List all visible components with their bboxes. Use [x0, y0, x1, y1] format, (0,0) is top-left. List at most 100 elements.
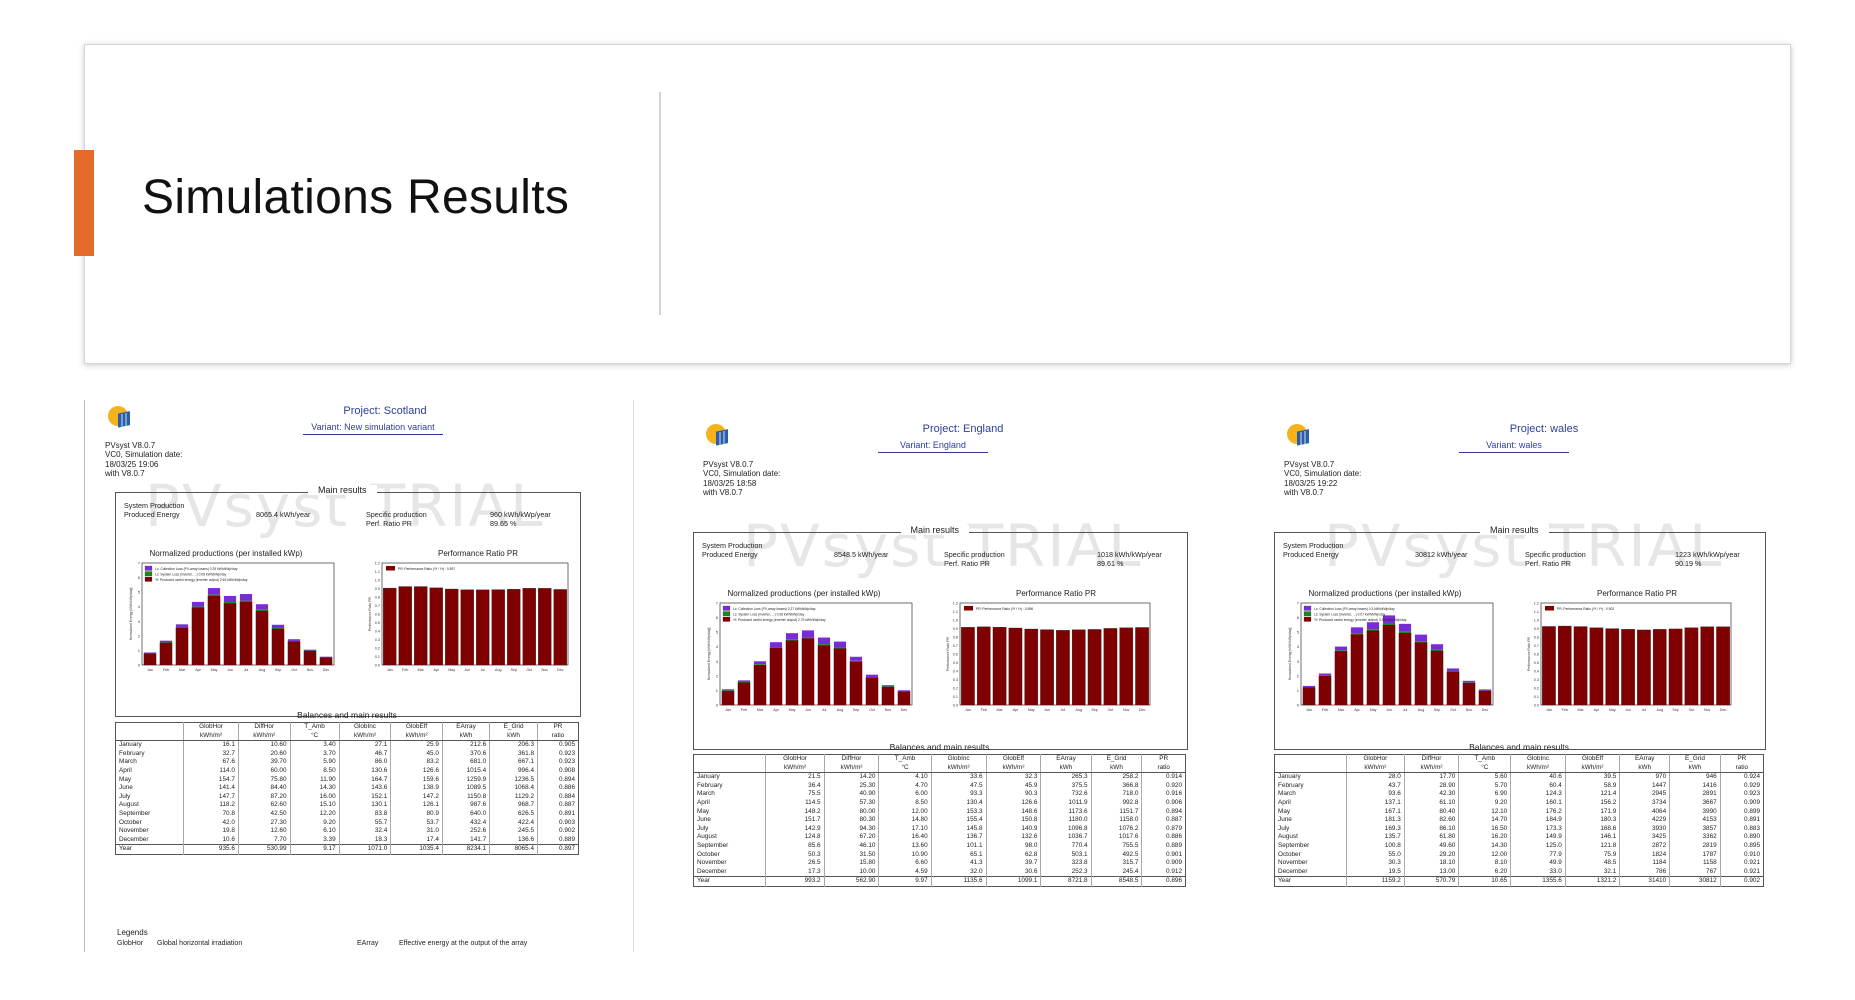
- y-tick-label: 7: [138, 561, 141, 566]
- value-cell: 32.7: [183, 749, 239, 759]
- x-tick-label: Oct: [291, 668, 297, 672]
- value-cell: 132.6: [985, 833, 1041, 842]
- table-year-row: Year 993.2 562.90 9.97 1135.6 1099.1 8721.8 854…: [693, 876, 1186, 887]
- month-cell: September: [697, 841, 729, 849]
- pr-bar-oct: [1684, 627, 1699, 706]
- norm-legend-entry: Lc: Collection Loss (PV-array losses) 0.…: [733, 607, 816, 611]
- month-cell: August: [1278, 833, 1298, 841]
- bar-lc-aug: [255, 604, 269, 610]
- value-cell: 0.905: [537, 740, 579, 750]
- month-cell: September: [119, 809, 151, 817]
- value-cell: 206.3: [489, 740, 538, 750]
- pr-bar-feb: [1557, 625, 1572, 706]
- software-version-block: PVsyst V8.0.7 VC0, Simulation date: 18/03/…: [105, 441, 182, 479]
- pr-bar-jan: [383, 587, 397, 666]
- x-tick-label: Jan: [147, 668, 153, 672]
- x-tick-label: Apr: [1594, 708, 1600, 712]
- month-cell: May: [697, 807, 710, 815]
- value-cell: 136.6: [489, 835, 538, 845]
- y-tick-label: 1.2: [375, 562, 380, 566]
- value-cell: 84.40: [237, 784, 291, 793]
- value-cell: 770.4: [1040, 841, 1092, 851]
- x-tick-label: Jun: [1625, 708, 1631, 712]
- value-cell: 118.2: [183, 801, 239, 810]
- value-cell: 361.8: [489, 749, 538, 759]
- value-cell: 155.4: [930, 816, 987, 825]
- x-tick-label: Oct: [1450, 708, 1456, 712]
- value-cell: 168.6: [1564, 824, 1620, 834]
- table-row: February 32.7 20.60 3.70 46.7 45.0 370.6 361.8 0…: [116, 749, 579, 759]
- project-name: Project: England: [922, 423, 1004, 435]
- value-cell: 9.20: [1458, 798, 1511, 808]
- x-tick-label: Jun: [227, 668, 233, 672]
- month-cell: December: [119, 835, 149, 843]
- bar-yf-apr: [191, 607, 205, 666]
- bar-lc-nov: [303, 649, 317, 651]
- bar-ls-apr: [191, 606, 205, 608]
- pr-bar-aug: [1652, 629, 1667, 706]
- y-tick-label: 0.3: [375, 638, 380, 642]
- table-row: January 16.1 10.60 3.40 27.1 25.9 212.6 206.3 0.…: [116, 740, 579, 750]
- value-cell: 126.1: [390, 801, 443, 810]
- column-header: [116, 723, 184, 732]
- pr-bar-feb: [976, 626, 991, 706]
- value-cell: 0.909: [1719, 798, 1764, 808]
- value-cell: 1236.5: [489, 775, 538, 785]
- value-cell: 0.908: [537, 766, 579, 776]
- value-cell: 366.8: [1090, 781, 1142, 791]
- x-tick-label: May: [1609, 708, 1616, 712]
- pr-bar-dec: [1135, 627, 1149, 706]
- value-cell: 0.909: [1141, 859, 1186, 868]
- value-cell: 126.6: [390, 766, 443, 776]
- produced-energy-label: Produced Energy: [1283, 550, 1339, 559]
- value-cell: 121.8: [1564, 841, 1620, 851]
- value-cell: 31.50: [823, 850, 879, 860]
- bar-lc-dec: [1478, 689, 1492, 691]
- bar-lc-oct: [287, 639, 301, 641]
- year-value: 30812: [1669, 876, 1721, 887]
- bar-lc-jun: [801, 630, 815, 638]
- bar-ls-jun: [223, 602, 237, 604]
- pr-bar-nov: [538, 588, 552, 666]
- value-cell: 1011.9: [1040, 798, 1092, 808]
- pr-bar-mar: [992, 626, 1007, 706]
- value-cell: 46.10: [823, 841, 879, 851]
- x-tick-label: Jan: [1546, 708, 1552, 712]
- value-cell: 8.50: [878, 798, 932, 808]
- x-tick-label: Apr: [1013, 708, 1019, 712]
- legend-swatch: [964, 606, 973, 611]
- pr-bar-jan: [961, 627, 975, 706]
- value-cell: 0.921: [1719, 859, 1764, 868]
- bar-lc-jun: [1382, 615, 1396, 624]
- x-tick-label: Apr: [195, 668, 201, 672]
- value-cell: 39.5: [1564, 772, 1620, 782]
- x-tick-label: Feb: [741, 708, 747, 712]
- y-tick-label: 0: [138, 663, 141, 668]
- value-cell: 0.903: [537, 818, 579, 828]
- x-tick-label: Mar: [1577, 708, 1584, 712]
- value-cell: 80.00: [823, 807, 879, 817]
- balances-title: Balances and main results: [297, 710, 397, 720]
- bar-ls-oct: [1446, 671, 1460, 672]
- value-cell: 50.3: [765, 850, 825, 860]
- x-tick-label: Sep: [1672, 708, 1678, 712]
- bar-yf-jun: [223, 603, 237, 666]
- month-cell: March: [119, 758, 137, 766]
- value-cell: 492.5: [1090, 850, 1142, 860]
- x-tick-label: Nov: [1123, 708, 1130, 712]
- bar-lc-jan: [1302, 685, 1316, 688]
- table-row: October 55.0 29.20 12.00 77.9 75.9 1824 1787 0.9…: [1275, 850, 1764, 860]
- table-row: June 181.3 82.60 14.70 184.9 180.3 4229 4153 0.8…: [1275, 816, 1764, 825]
- month-cell: June: [697, 816, 711, 824]
- value-cell: 626.5: [489, 809, 538, 819]
- produced-energy-label: Produced Energy: [702, 550, 758, 559]
- value-cell: 1017.6: [1090, 833, 1142, 842]
- table-row: October 50.3 31.50 10.90 65.1 62.8 503.1 492.5 0…: [694, 850, 1186, 860]
- pr-bar-aug: [491, 589, 505, 666]
- value-cell: 667.1: [489, 758, 538, 767]
- value-cell: 0.912: [1141, 867, 1186, 877]
- year-value: 935.6: [183, 844, 239, 855]
- column-unit: kWh/m²: [183, 731, 239, 742]
- table-row: March 75.5 40.90 6.00 93.3 90.3 732.6 718.0 0.91…: [694, 790, 1186, 799]
- pr-bar-sep: [507, 589, 521, 666]
